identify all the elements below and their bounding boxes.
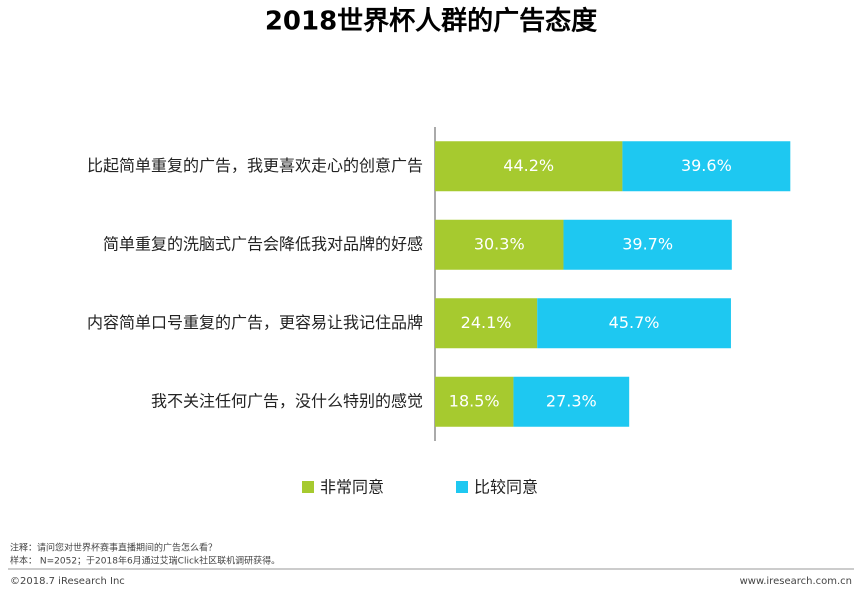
bar-segment xyxy=(513,376,630,427)
bar-segment xyxy=(435,298,538,349)
data-label: 45.7% xyxy=(609,313,660,332)
legend-swatch xyxy=(456,481,468,493)
data-label: 18.5% xyxy=(449,391,500,410)
y-tick-label: 内容简单口号重复的广告，更容易让我记住品牌 xyxy=(87,313,423,332)
note: 样本： N=2052；于2018年6月通过艾瑞Click社区联机调研获得。 xyxy=(10,555,280,567)
bar-segment xyxy=(622,141,791,192)
chart-title: 2018世界杯人群的广告态度 xyxy=(265,6,597,37)
data-label: 30.3% xyxy=(474,234,525,253)
data-label: 24.1% xyxy=(461,313,512,332)
data-label: 44.2% xyxy=(503,156,554,175)
note: 注释：请问您对世界杯赛事直播期间的广告怎么看？ xyxy=(10,542,217,554)
footer-right: www.iresearch.com.cn xyxy=(740,576,852,587)
data-label: 39.6% xyxy=(681,156,732,175)
legend-swatch xyxy=(302,481,314,493)
bar-segment xyxy=(435,219,564,270)
legend-label: 比较同意 xyxy=(474,478,538,497)
bar-segment xyxy=(435,141,623,192)
footer-left: ©2018.7 iResearch Inc xyxy=(10,576,125,587)
bar-segment xyxy=(537,298,731,349)
legend-label: 非常同意 xyxy=(320,478,384,497)
data-label: 27.3% xyxy=(546,391,597,410)
bar-segment xyxy=(435,376,514,427)
bar-segment xyxy=(563,219,732,270)
y-tick-label: 我不关注任何广告，没什么特别的感觉 xyxy=(151,391,423,410)
data-label: 39.7% xyxy=(622,234,673,253)
y-tick-label: 比起简单重复的广告，我更喜欢走心的创意广告 xyxy=(87,156,423,175)
y-tick-label: 简单重复的洗脑式广告会降低我对品牌的好感 xyxy=(103,234,423,253)
